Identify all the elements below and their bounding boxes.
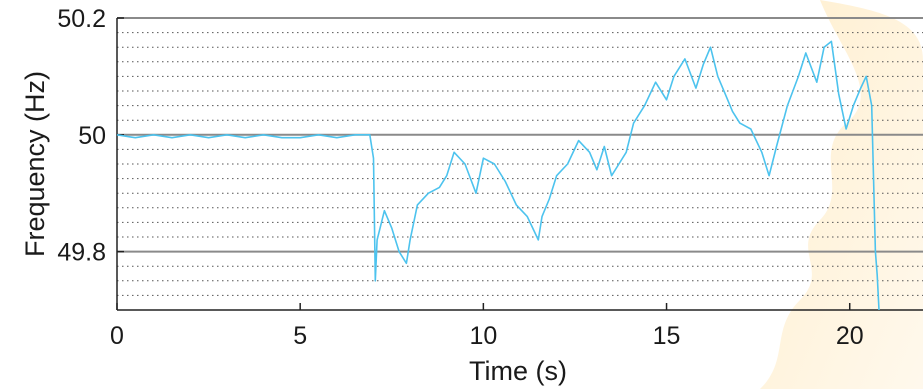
x-axis-label: Time (s)	[469, 356, 567, 386]
series-layer	[116, 40, 880, 311]
frequency-series-line	[116, 40, 880, 311]
x-tick-label: 10	[469, 322, 497, 350]
grid-layer	[117, 17, 923, 296]
y-axis-label: Frequency (Hz)	[20, 71, 50, 257]
x-tick-label: 15	[653, 322, 681, 350]
y-tick-label: 49.8	[57, 239, 106, 267]
y-tick-label: 50	[78, 122, 106, 150]
watermark	[760, 0, 923, 389]
x-tick-label: 0	[110, 322, 124, 350]
x-tick-label: 5	[293, 322, 307, 350]
y-tick-label: 50.2	[57, 5, 106, 33]
tick-label-layer: 0 5 10 15 20 49.8 50 50.2	[57, 5, 863, 350]
x-tick-label: 20	[836, 322, 864, 350]
